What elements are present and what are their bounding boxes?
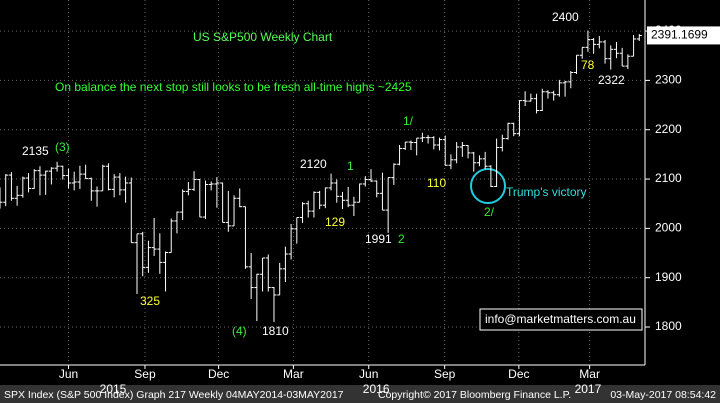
footer-text: 03-May-2017 08:54:42	[610, 389, 716, 401]
y-tick-label: 2200	[655, 122, 682, 136]
year-label: 2016	[363, 382, 390, 396]
annotation: 1	[347, 159, 354, 173]
annotation: (4)	[232, 324, 247, 338]
y-tick-label: 2000	[655, 221, 682, 235]
contact: info@marketmatters.com.au	[485, 312, 636, 326]
annotation: 1/	[403, 114, 414, 128]
chart-title: US S&P500 Weekly Chart	[193, 30, 333, 44]
annotation: (3)	[55, 140, 70, 154]
annotation: 2322	[598, 73, 625, 87]
y-tick-label: 2300	[655, 73, 682, 87]
x-tick-label: Jun	[59, 367, 78, 381]
contact-box	[479, 308, 643, 331]
x-tick-label: Sep	[134, 367, 156, 381]
year-label: 2015	[100, 382, 127, 396]
footer-text: SPX Index (S&P 500 Index) Graph 217 Week…	[4, 389, 344, 401]
y-tick-label: 2100	[655, 171, 682, 185]
annotation: 2400	[552, 10, 579, 24]
last-price: 2391.1699	[651, 28, 708, 42]
x-tick-label: Sep	[434, 367, 456, 381]
footer-text: Copyright© 2017 Bloomberg Finance L.P.	[378, 389, 571, 401]
x-tick-label: Dec	[208, 367, 229, 381]
x-tick-label: Dec	[508, 367, 529, 381]
y-tick-label: 1800	[655, 319, 682, 333]
annotation: 78	[581, 58, 595, 72]
footer-bar	[0, 385, 720, 403]
highlight-circle	[470, 168, 506, 204]
annotation: 2/	[484, 205, 495, 219]
year-label: 2017	[575, 382, 602, 396]
x-tick-label: Mar	[283, 367, 304, 381]
y-tick-label: 1900	[655, 270, 682, 284]
x-tick-label: Jun	[359, 367, 378, 381]
annotation: 110	[427, 176, 446, 190]
last-price-box	[647, 26, 720, 45]
annotation: 2135	[22, 144, 49, 158]
annotation: 1991	[365, 232, 392, 246]
annotation: Trump's victory	[506, 185, 587, 199]
annotation: 2	[398, 232, 405, 246]
chart-subtitle: On balance the next stop still looks to …	[55, 80, 412, 94]
x-tick-label: Mar	[579, 367, 600, 381]
annotation: 325	[140, 294, 160, 308]
annotation: 2120	[300, 157, 327, 171]
annotation: 129	[325, 215, 345, 229]
annotation: 1810	[262, 324, 289, 338]
